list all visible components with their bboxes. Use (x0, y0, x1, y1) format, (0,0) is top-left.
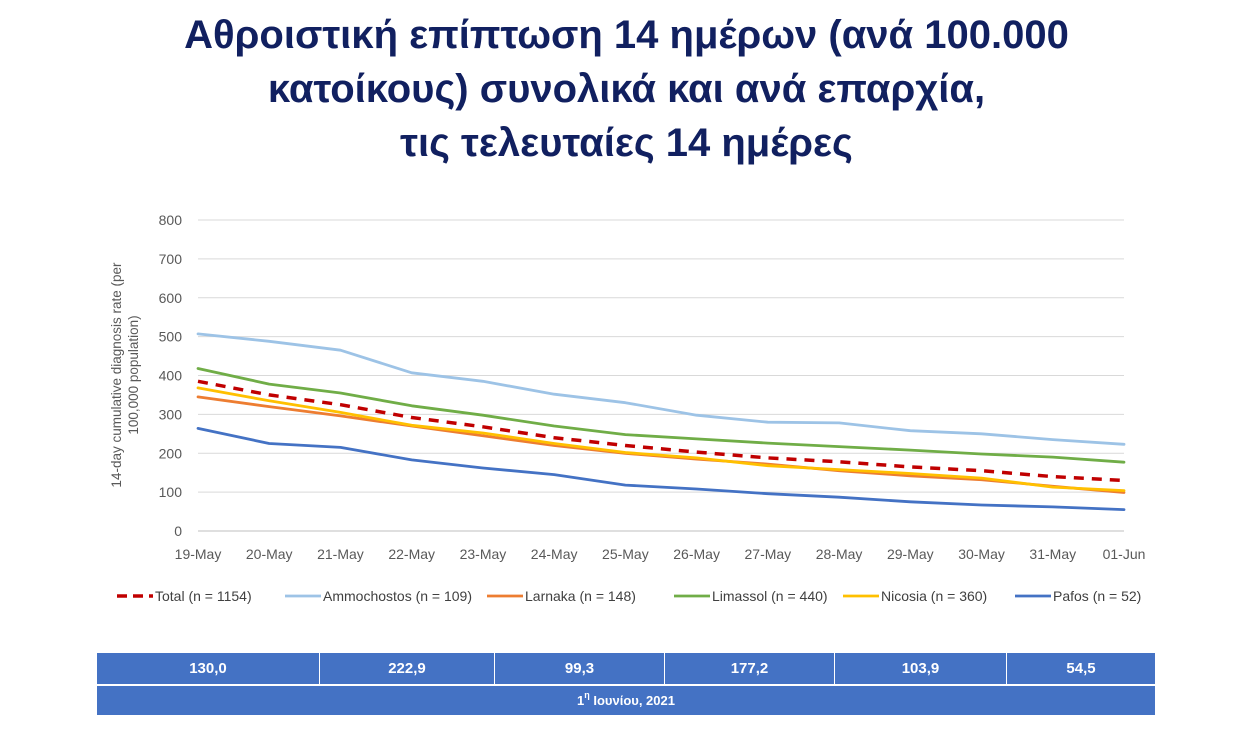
x-tick-label: 28-May (816, 546, 863, 562)
y-tick-label: 500 (159, 329, 183, 345)
x-tick-label: 29-May (887, 546, 934, 562)
y-tick-label: 0 (174, 523, 182, 539)
x-tick-label: 21-May (317, 546, 364, 562)
x-tick-label: 27-May (745, 546, 792, 562)
series-line-1 (196, 332, 1126, 446)
y-tick-label: 200 (159, 445, 183, 461)
line-chart: 0 100 200 300 400 500 600 700 800 19-May 20-May 21-… (109, 212, 1146, 604)
x-tick-label: 30-May (958, 546, 1005, 562)
y-tick-label: 400 (159, 368, 183, 384)
date-day: 1 (577, 693, 585, 708)
series-line-0 (197, 379, 1125, 483)
stats-cell-limassol: 177,2 (665, 653, 835, 684)
series-line-5 (196, 426, 1126, 512)
series-line-4 (196, 386, 1126, 493)
title-line-2: κατοίκους) συνολικά και ανά επαρχία, (267, 67, 986, 111)
x-tick-label: 25-May (602, 546, 649, 562)
y-tick-label: 100 (159, 484, 183, 500)
x-tick-label: 26-May (673, 546, 720, 562)
y-tick-label: 300 (159, 406, 183, 422)
date-month-year: Ιουνίου, 2021 (589, 693, 675, 708)
x-tick-label: 22-May (388, 546, 435, 562)
date-ordinal: η (584, 690, 590, 700)
y-tick-label: 800 (159, 212, 183, 228)
title-line-1: Αθροιστική επίπτωση 14 ημέρων (ανά 100.0… (184, 13, 1069, 57)
legend-label-4: Nicosia (n = 360) (881, 588, 987, 604)
stats-cell-pafos: 54,5 (1066, 660, 1096, 677)
legend-label-2: Larnaka (n = 148) (525, 588, 636, 604)
stats-row: 130,0 222,9 99,3 177,2 103,9 54,5 (97, 653, 1155, 684)
x-tick-label: 24-May (531, 546, 578, 562)
stats-cell-larnaka: 99,3 (495, 653, 665, 684)
x-tick-label: 23-May (460, 546, 507, 562)
x-tick-label: 19-May (175, 546, 222, 562)
legend-label-1: Ammochostos (n = 109) (323, 588, 472, 604)
stats-cell-nicosia: 103,9 (835, 653, 1007, 684)
x-tick-label: 31-May (1029, 546, 1076, 562)
x-tick-label: 20-May (246, 546, 293, 562)
y-axis-label: 14-day cumulative diagnosis rate (per 100… (109, 262, 141, 488)
legend-label-0: Total (n = 1154) (155, 588, 252, 604)
y-tick-label: 700 (159, 251, 183, 267)
page-title: Αθροιστική επίπτωση 14 ημέρων (ανά 100.0… (0, 8, 1253, 170)
stats-cell-total: 130,0 (97, 653, 320, 684)
legend-label-5: Pafos (n = 52) (1053, 588, 1141, 604)
date-label: 1η Ιουνίου, 2021 (97, 686, 1155, 715)
legend-label-3: Limassol (n = 440) (712, 588, 828, 604)
x-tick-label: 01-Jun (1103, 546, 1146, 562)
series-line-3 (196, 367, 1126, 464)
title-line-3: τις τελευταίες 14 ημέρες (400, 121, 853, 165)
stats-cell-ammochostos: 222,9 (320, 653, 495, 684)
y-tick-label: 600 (159, 290, 183, 306)
